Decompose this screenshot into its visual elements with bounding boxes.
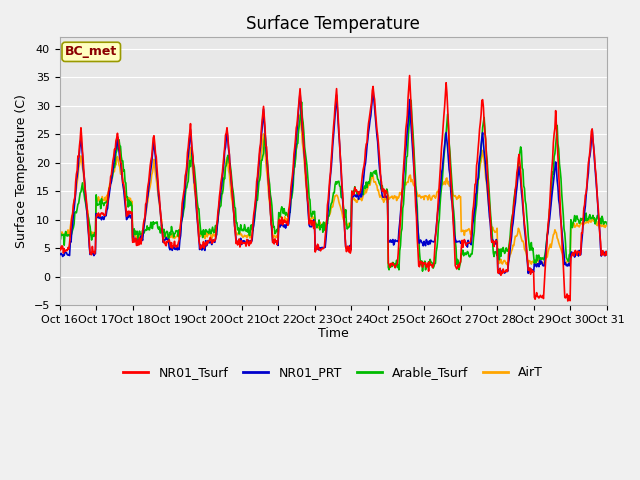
Arable_Tsurf [419,268,426,274]
NR01_Tsurf [417,258,424,264]
NR01_Tsurf [56,244,63,250]
Line: AirT: AirT [60,115,607,266]
NR01_Tsurf [122,204,130,210]
Arable_Tsurf [407,97,415,103]
NR01_PRT [603,249,611,254]
NR01_Tsurf [406,72,413,78]
Arable_Tsurf [122,180,130,186]
Text: BC_met: BC_met [65,46,117,59]
Legend: NR01_Tsurf, NR01_PRT, Arable_Tsurf, AirT: NR01_Tsurf, NR01_PRT, Arable_Tsurf, AirT [118,361,548,384]
NR01_Tsurf [66,240,74,246]
Arable_Tsurf [603,221,611,227]
NR01_Tsurf [603,252,611,258]
AirT [56,232,63,238]
NR01_Tsurf [399,166,407,171]
AirT [417,193,424,199]
Arable_Tsurf [399,201,407,207]
NR01_PRT [56,252,63,257]
Arable_Tsurf [417,258,424,264]
Title: Surface Temperature: Surface Temperature [246,15,420,33]
NR01_PRT [207,239,214,245]
NR01_Tsurf [177,214,185,219]
Arable_Tsurf [56,233,63,239]
NR01_PRT [122,207,130,213]
NR01_PRT [66,252,74,258]
AirT [207,230,214,236]
NR01_PRT [369,87,377,93]
NR01_PRT [401,165,408,171]
NR01_PRT [177,219,185,225]
Line: NR01_PRT: NR01_PRT [60,90,607,274]
Arable_Tsurf [207,229,214,235]
AirT [504,263,511,269]
AirT [296,112,304,118]
AirT [122,192,130,198]
NR01_Tsurf [207,235,214,240]
Arable_Tsurf [66,232,74,238]
Y-axis label: Surface Temperature (C): Surface Temperature (C) [15,94,28,248]
AirT [66,232,74,238]
AirT [177,216,185,221]
NR01_PRT [496,271,504,277]
Arable_Tsurf [177,219,185,225]
Line: NR01_Tsurf: NR01_Tsurf [60,75,607,301]
AirT [603,223,611,228]
Line: Arable_Tsurf: Arable_Tsurf [60,100,607,271]
AirT [401,181,408,187]
NR01_PRT [417,237,424,243]
NR01_Tsurf [564,298,572,304]
X-axis label: Time: Time [318,327,349,340]
